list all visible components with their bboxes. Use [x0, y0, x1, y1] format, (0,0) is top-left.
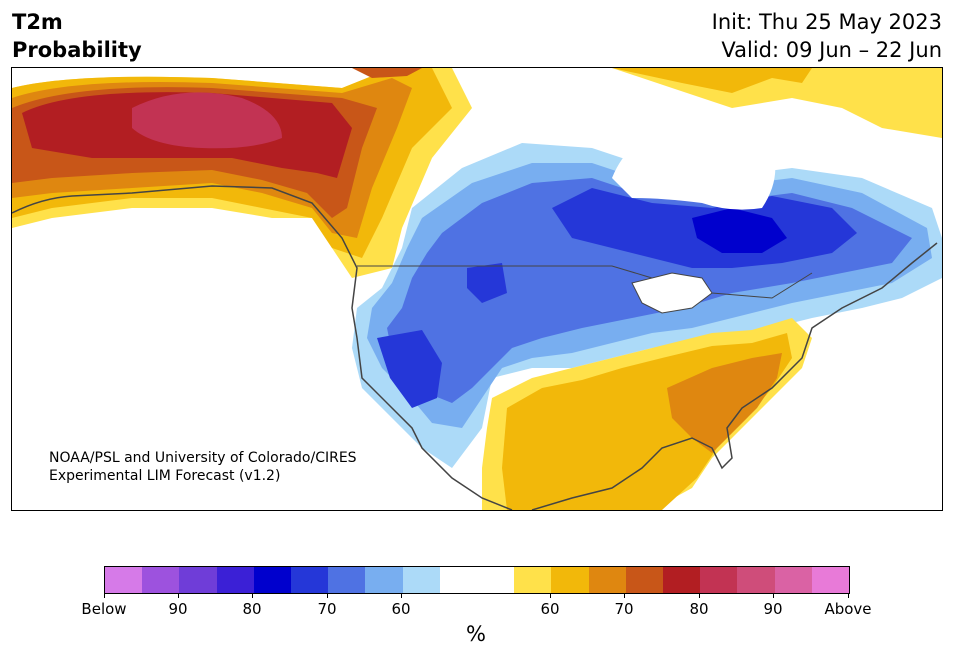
colorbar-tickmark: [252, 593, 253, 598]
colorbar: [104, 566, 850, 594]
colorbar-segment: [216, 567, 254, 593]
colorbar-tick-label: 80: [242, 600, 262, 618]
colorbar-tick-label: 90: [763, 600, 783, 618]
colorbar-segment: [514, 567, 552, 593]
title-line-2: Probability: [12, 38, 142, 62]
colorbar-segment: [551, 567, 589, 593]
colorbar-tick-label: 90: [168, 600, 188, 618]
colorbar-tick-label: Above: [824, 600, 872, 618]
colorbar-tick-label: 70: [317, 600, 337, 618]
colorbar-segment: [142, 567, 180, 593]
colorbar-tickmark: [327, 593, 328, 598]
map-graphic: [12, 68, 942, 510]
colorbar-tick-label: 60: [391, 600, 411, 618]
colorbar-segment: [179, 567, 217, 593]
colorbar-tickmark: [104, 593, 105, 598]
colorbar-tickmark: [773, 593, 774, 598]
colorbar-segment: [663, 567, 701, 593]
valid-dates: Valid: 09 Jun – 22 Jun: [721, 38, 942, 62]
colorbar-segment: [700, 567, 738, 593]
credit-line-2: Experimental LIM Forecast (v1.2): [49, 468, 281, 484]
colorbar-segment: [811, 567, 850, 593]
colorbar-segment: [253, 567, 292, 593]
colorbar-tickmark: [550, 593, 551, 598]
colorbar-segment: [625, 567, 664, 593]
colorbar-tickmark: [624, 593, 625, 598]
colorbar-segment: [737, 567, 775, 593]
zone-warm-70-southeast: [667, 353, 782, 453]
colorbar-segment: [328, 567, 366, 593]
zone-cold-75-rockies: [467, 263, 507, 303]
colorbar-segment: [477, 567, 515, 593]
colorbar-tickmark: [848, 593, 849, 598]
zone-warm-75-arctic: [352, 68, 422, 78]
colorbar-tickmark: [699, 593, 700, 598]
colorbar-segment: [588, 567, 626, 593]
date-info: Init: Thu 25 May 2023 Valid: 09 Jun – 22…: [712, 8, 942, 64]
map-title: T2m Probability: [12, 8, 142, 64]
great-lakes: [631, 272, 713, 314]
colorbar-tickmark: [401, 593, 402, 598]
colorbar-segment: [439, 567, 478, 593]
colorbar-tick-label: 70: [614, 600, 634, 618]
zone-warm-65-arctic: [612, 68, 812, 93]
zone-cold-75-southwest: [377, 330, 442, 408]
zone-cold-80-hudson: [692, 208, 787, 253]
colorbar-segment: [402, 567, 440, 593]
colorbar-segment: [774, 567, 812, 593]
credit-line-1: NOAA/PSL and University of Colorado/CIRE…: [49, 450, 357, 466]
attribution: NOAA/PSL and University of Colorado/CIRE…: [49, 449, 357, 485]
hudson-bay: [612, 122, 776, 210]
colorbar-segment: [365, 567, 403, 593]
forecast-map: [11, 67, 943, 511]
init-date: Init: Thu 25 May 2023: [711, 10, 942, 34]
zone-warm-85-alaska: [132, 92, 282, 149]
land-outline: [12, 185, 938, 510]
colorbar-tick-label: 60: [540, 600, 560, 618]
title-line-1: T2m: [12, 10, 63, 34]
colorbar-segment: [291, 567, 329, 593]
colorbar-tick-label: 80: [689, 600, 709, 618]
colorbar-units: %: [466, 622, 486, 646]
colorbar-tick-label: Below: [81, 600, 127, 618]
colorbar-tickmark: [178, 593, 179, 598]
colorbar-segment: [105, 567, 143, 593]
